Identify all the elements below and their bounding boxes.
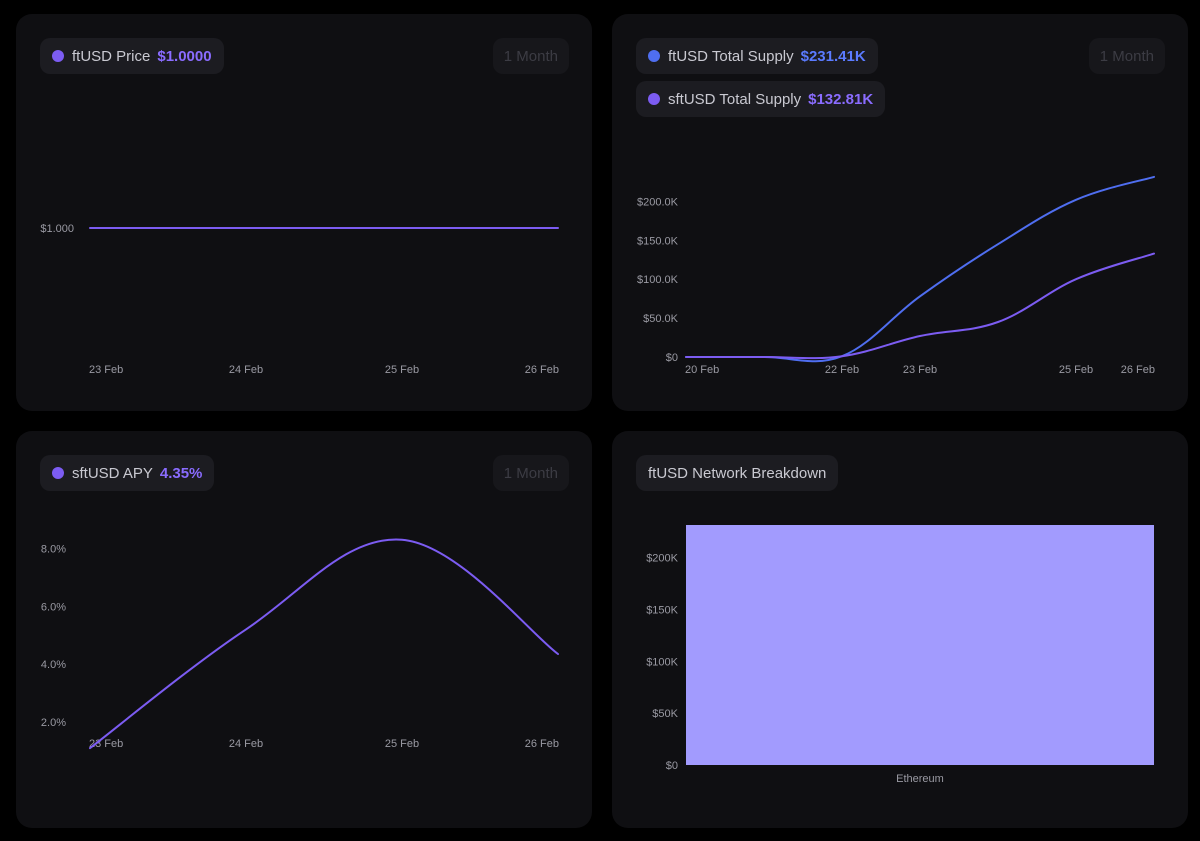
y-tick-label: 2.0% [41, 717, 66, 729]
network-chart: $0 $50K $100K $150K $200K Ethereum [646, 525, 1154, 785]
legend-value: $132.81K [808, 90, 874, 108]
series-dot-icon [648, 50, 660, 62]
x-tick-label: 26 Feb [1121, 364, 1155, 376]
legend-label: sftUSD Total Supply [668, 90, 802, 108]
network-breakdown-title: ftUSD Network Breakdown [636, 455, 839, 491]
ftusd-supply-legend: ftUSD Total Supply $231.41K [636, 38, 878, 74]
y-tick-label: $50.0K [643, 313, 679, 325]
range-selector-button[interactable]: 1 Month [1088, 38, 1165, 74]
x-tick-label: 26 Feb [525, 738, 559, 750]
network-breakdown-card: ftUSD Network Breakdown $0 $50K $100K $150K… [612, 431, 1188, 828]
y-tick-label: $200.0K [637, 196, 679, 208]
series-dot-icon [52, 467, 64, 479]
y-tick-label: 8.0% [41, 543, 66, 555]
legend-value: 4.35% [159, 464, 203, 482]
y-tick-label: $150K [646, 604, 678, 616]
legend-value: $231.41K [800, 47, 866, 65]
y-tick-label: 6.0% [41, 601, 66, 613]
supply-chart: $0 $50.0K $100.0K $150.0K $200.0K 20 Feb 22 Fe… [637, 175, 1155, 376]
y-tick-label: $0 [666, 352, 678, 364]
y-tick-label: 4.0% [41, 659, 66, 671]
y-tick-label: $1.000 [40, 223, 74, 235]
ftusd-price-legend: ftUSD Price $1.0000 [40, 38, 224, 74]
legend-label: sftUSD APY [72, 464, 153, 482]
legend-label: ftUSD Total Supply [668, 47, 794, 65]
x-tick-label: 24 Feb [229, 738, 263, 750]
y-tick-label: $0 [666, 760, 678, 772]
x-tick-label: 25 Feb [385, 364, 419, 376]
sftusd-apy-card: sftUSD APY 4.35% 1 Month 2.0% 4.0% 6.0% 8.0… [16, 431, 592, 828]
x-tick-label: 26 Feb [525, 364, 559, 376]
x-tick-label: Ethereum [896, 773, 944, 785]
series-line [89, 538, 559, 750]
series-dot-icon [52, 50, 64, 62]
y-tick-label: $200K [646, 553, 678, 565]
x-tick-label: 25 Feb [385, 738, 419, 750]
x-tick-label: 23 Feb [903, 364, 937, 376]
legend-label: ftUSD Price [72, 47, 151, 65]
series-line [685, 252, 1155, 360]
sftusd-apy-legend: sftUSD APY 4.35% [40, 455, 215, 491]
series-dot-icon [648, 93, 660, 105]
sftusd-supply-legend: sftUSD Total Supply $132.81K [636, 81, 886, 117]
y-tick-label: $100K [646, 656, 678, 668]
series-line [685, 175, 1155, 363]
x-tick-label: 20 Feb [685, 364, 719, 376]
y-tick-label: $150.0K [637, 235, 679, 247]
ftusd-price-card: ftUSD Price $1.0000 1 Month $1.000 23 Feb… [16, 14, 592, 411]
legend-value: $1.0000 [157, 47, 212, 65]
card-title: ftUSD Network Breakdown [648, 464, 827, 482]
range-selector-button[interactable]: 1 Month [492, 38, 569, 74]
y-tick-label: $100.0K [637, 274, 679, 286]
x-tick-label: 22 Feb [825, 364, 859, 376]
price-chart: $1.000 23 Feb 24 Feb 25 Feb 26 Feb [40, 223, 559, 376]
x-tick-label: 23 Feb [89, 364, 123, 376]
y-tick-label: $50K [652, 708, 678, 720]
apy-chart: 2.0%4.0%6.0%8.0%23 Feb 24 Feb 25 Feb 26 Feb [41, 538, 559, 750]
x-tick-label: 24 Feb [229, 364, 263, 376]
total-supply-card: ftUSD Total Supply $231.41K sftUSD Total… [612, 14, 1188, 411]
bar [686, 525, 1154, 765]
range-selector-button[interactable]: 1 Month [492, 455, 569, 491]
x-tick-label: 25 Feb [1059, 364, 1093, 376]
